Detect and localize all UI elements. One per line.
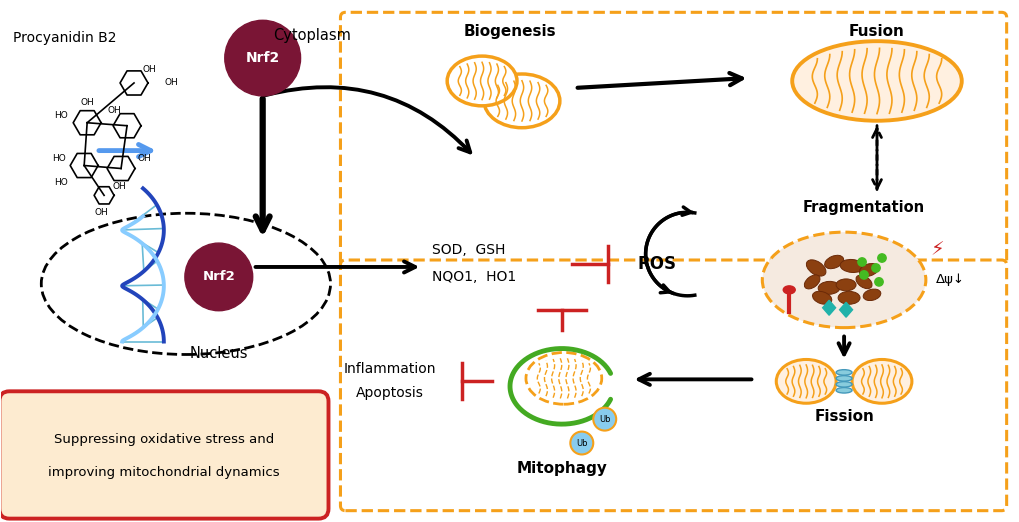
Circle shape	[570, 432, 593, 455]
FancyBboxPatch shape	[340, 260, 1006, 511]
Text: HO: HO	[52, 154, 66, 163]
Text: OH: OH	[137, 154, 151, 163]
Circle shape	[874, 278, 882, 286]
Ellipse shape	[783, 286, 795, 294]
Polygon shape	[822, 300, 835, 315]
Ellipse shape	[792, 41, 961, 121]
Text: Mitophagy: Mitophagy	[516, 461, 606, 477]
Text: Fission: Fission	[813, 409, 873, 424]
Text: OH: OH	[107, 106, 121, 115]
FancyBboxPatch shape	[0, 392, 328, 519]
FancyBboxPatch shape	[340, 13, 1006, 265]
Ellipse shape	[855, 275, 871, 289]
Text: ⚡: ⚡	[929, 241, 943, 259]
Ellipse shape	[823, 255, 843, 269]
Circle shape	[877, 254, 886, 262]
Text: Biogenesis: Biogenesis	[464, 23, 555, 39]
Ellipse shape	[862, 289, 880, 301]
Text: HO: HO	[54, 111, 68, 120]
Circle shape	[593, 408, 615, 431]
Ellipse shape	[836, 382, 851, 387]
Ellipse shape	[817, 281, 840, 294]
Ellipse shape	[775, 360, 836, 403]
Circle shape	[871, 264, 879, 272]
Text: HO: HO	[54, 178, 68, 187]
Ellipse shape	[484, 74, 559, 128]
Ellipse shape	[851, 360, 911, 403]
Text: Δψ↓: Δψ↓	[935, 274, 964, 287]
Circle shape	[857, 258, 865, 266]
Text: Nucleus: Nucleus	[190, 346, 248, 361]
Text: OH: OH	[81, 98, 94, 108]
Text: OH: OH	[142, 65, 156, 74]
Circle shape	[224, 20, 301, 96]
Text: Procyanidin B2: Procyanidin B2	[13, 31, 117, 45]
Text: Ub: Ub	[576, 438, 587, 447]
Ellipse shape	[526, 352, 601, 404]
Ellipse shape	[836, 370, 851, 375]
Circle shape	[184, 243, 253, 311]
Ellipse shape	[804, 275, 819, 289]
Text: NQO1,  HO1: NQO1, HO1	[432, 270, 516, 284]
Ellipse shape	[840, 259, 863, 272]
Text: ROS: ROS	[637, 255, 676, 273]
Text: Nrf2: Nrf2	[246, 51, 279, 65]
Ellipse shape	[812, 291, 830, 304]
Text: improving mitochondrial dynamics: improving mitochondrial dynamics	[48, 466, 279, 479]
Ellipse shape	[446, 56, 517, 106]
Text: Ub: Ub	[598, 414, 610, 424]
Text: Inflammation: Inflammation	[343, 362, 436, 376]
Text: Fusion: Fusion	[848, 23, 904, 39]
Ellipse shape	[836, 376, 851, 381]
Circle shape	[859, 271, 867, 279]
Text: Suppressing oxidative stress and: Suppressing oxidative stress and	[54, 433, 274, 446]
Ellipse shape	[859, 264, 877, 277]
Text: Cytoplasm: Cytoplasm	[273, 28, 352, 43]
Text: Fragmentation: Fragmentation	[802, 200, 924, 215]
Ellipse shape	[836, 387, 851, 393]
Text: Apoptosis: Apoptosis	[356, 386, 424, 400]
Text: OH: OH	[94, 208, 108, 217]
Ellipse shape	[806, 260, 825, 276]
Ellipse shape	[761, 232, 925, 328]
Ellipse shape	[836, 279, 855, 291]
Ellipse shape	[838, 291, 859, 304]
Text: SOD,  GSH: SOD, GSH	[432, 243, 505, 257]
Polygon shape	[839, 302, 852, 317]
Text: OH: OH	[112, 182, 125, 191]
Text: Nrf2: Nrf2	[202, 270, 235, 283]
Text: OH: OH	[164, 78, 177, 88]
